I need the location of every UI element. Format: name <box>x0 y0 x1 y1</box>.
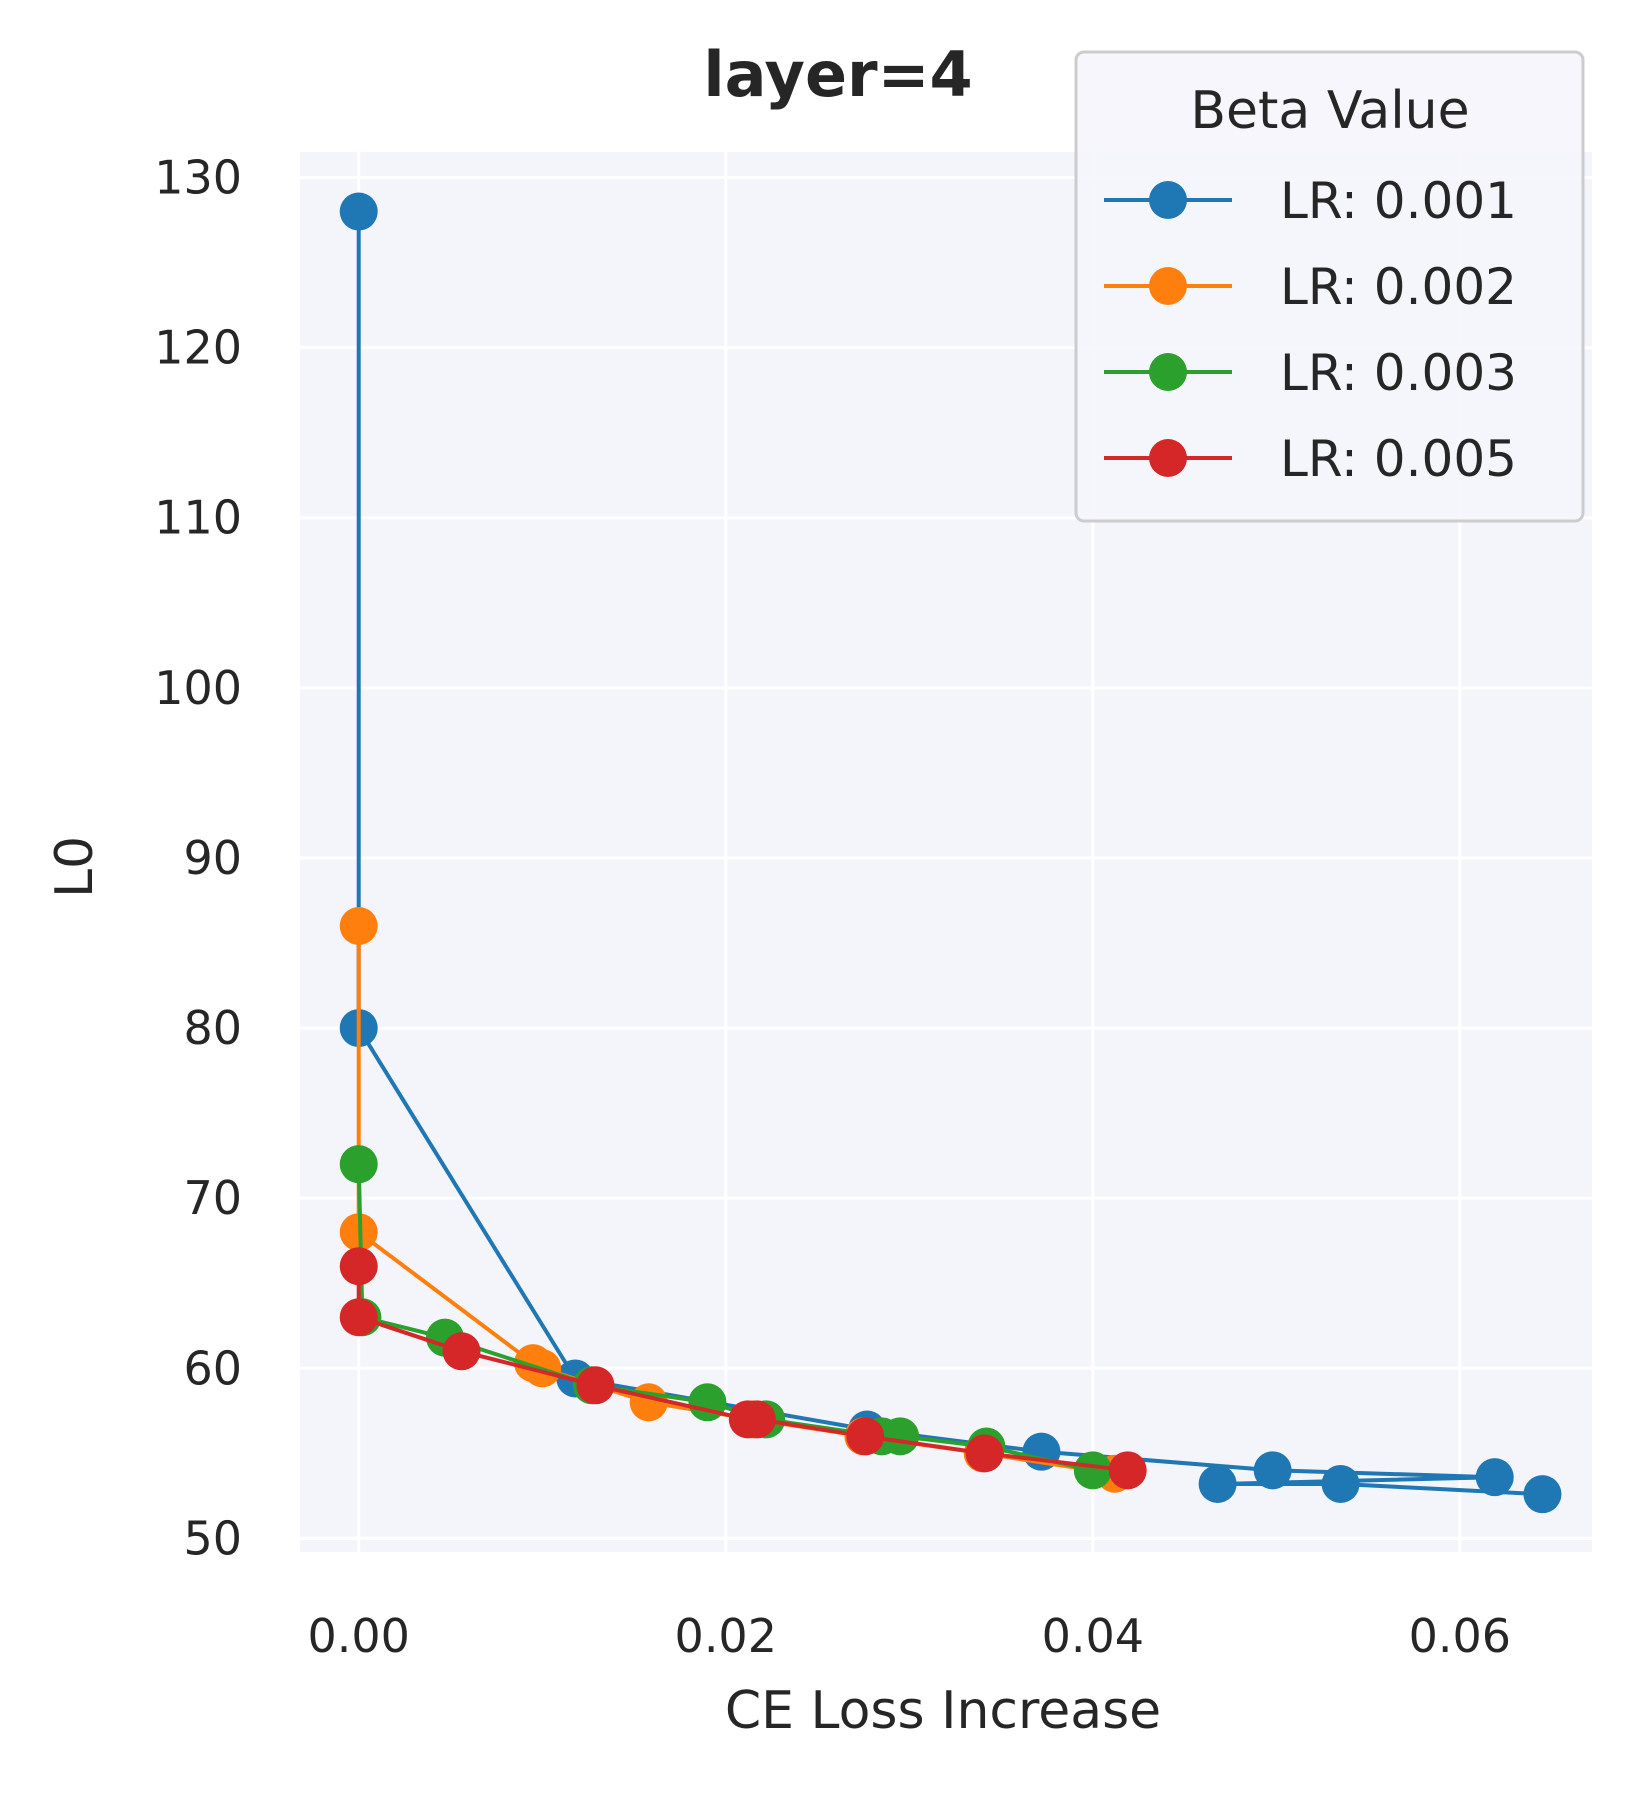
data-point <box>576 1366 615 1405</box>
legend-entry: LR: 0.002 <box>1104 258 1517 316</box>
chart-title: layer=4 <box>703 38 972 111</box>
y-tick-label: 60 <box>183 1341 242 1395</box>
data-point <box>1523 1475 1562 1514</box>
legend-label: LR: 0.003 <box>1280 344 1517 402</box>
tick-labels: 0.00 0.02 0.04 0.06 50 60 70 80 90 100 110 120 130 <box>154 151 1511 1663</box>
legend-marker <box>1149 439 1187 477</box>
series-4 <box>339 1247 1147 1490</box>
legend-marker <box>1149 353 1187 391</box>
data-point <box>688 1383 727 1422</box>
y-tick-label: 130 <box>154 151 242 205</box>
data-point <box>1475 1458 1514 1497</box>
y-tick-label: 50 <box>183 1511 242 1565</box>
y-axis-label: L0 <box>45 836 105 898</box>
data-point <box>629 1383 668 1422</box>
data-point <box>881 1417 920 1456</box>
data-point <box>339 1247 378 1286</box>
x-tick-label: 0.06 <box>1409 1609 1511 1663</box>
data-point <box>339 1145 378 1184</box>
legend-entries: LR: 0.001 LR: 0.002 LR: 0.003 LR: 0.005 <box>1104 172 1517 488</box>
data-point <box>1253 1451 1292 1490</box>
data-point <box>1108 1451 1147 1490</box>
legend-box <box>1074 50 1585 523</box>
data-point <box>1073 1451 1112 1490</box>
legend-title: Beta Value <box>1190 81 1469 141</box>
y-tick-label: 110 <box>154 491 242 545</box>
legend-entry: LR: 0.003 <box>1104 344 1517 402</box>
legend-label: LR: 0.005 <box>1280 430 1517 488</box>
data-point <box>737 1400 776 1439</box>
x-tick-label: 0.04 <box>1042 1609 1144 1663</box>
data-point <box>965 1434 1004 1473</box>
x-tick-label: 0.02 <box>675 1609 777 1663</box>
data-point <box>846 1417 885 1456</box>
y-tick-label: 70 <box>183 1171 242 1225</box>
y-tick-label: 90 <box>183 831 242 885</box>
x-axis-label: CE Loss Increase <box>725 1681 1161 1741</box>
x-tick-label: 0.00 <box>308 1609 410 1663</box>
legend-entry: LR: 0.001 <box>1104 172 1517 230</box>
y-tick-label: 80 <box>183 1001 242 1055</box>
data-point <box>1321 1464 1360 1503</box>
legend-label: LR: 0.001 <box>1280 172 1517 230</box>
legend-entry: LR: 0.005 <box>1104 430 1517 488</box>
series-layer <box>339 192 1562 1514</box>
legend-label: LR: 0.002 <box>1280 258 1517 316</box>
data-point <box>1198 1464 1237 1503</box>
legend-marker <box>1149 267 1187 305</box>
data-point <box>339 1298 378 1337</box>
y-tick-label: 120 <box>154 321 242 375</box>
data-point <box>339 906 378 945</box>
data-point <box>442 1332 481 1371</box>
y-tick-label: 100 <box>154 661 242 715</box>
legend-marker <box>1149 181 1187 219</box>
data-point <box>339 192 378 231</box>
